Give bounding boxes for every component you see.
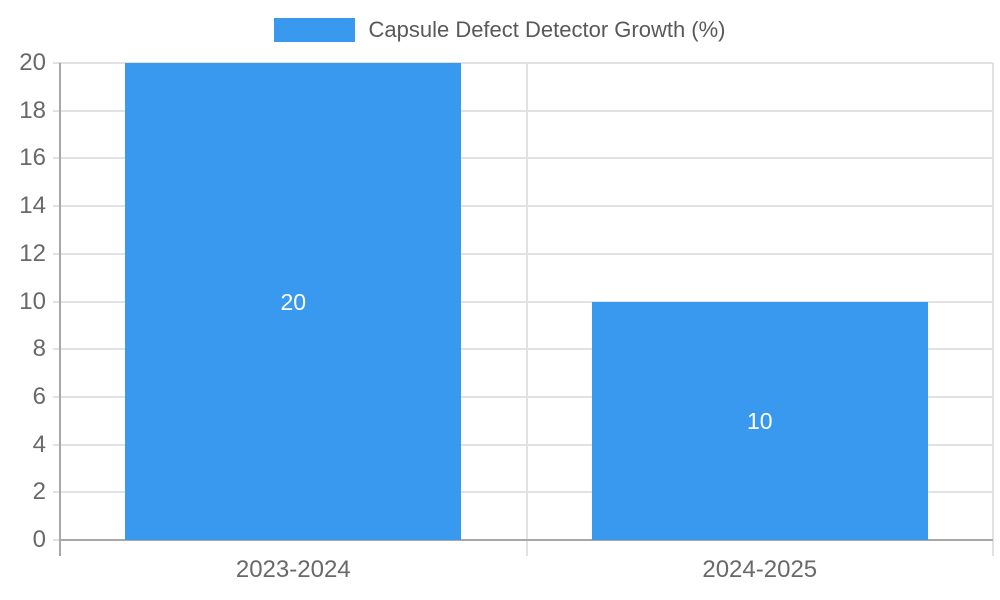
y-gridline	[53, 252, 993, 255]
legend-label: Capsule Defect Detector Growth (%)	[368, 17, 726, 42]
y-tick-label: 20	[19, 49, 46, 76]
y-gridline	[53, 157, 993, 160]
plot-right-border	[992, 63, 994, 556]
y-tick-label: 2	[32, 478, 46, 506]
y-tick-label: 18	[19, 96, 46, 124]
y-tick-label: 16	[19, 144, 46, 172]
y-gridline	[53, 62, 993, 64]
y-tick-label: 4	[32, 430, 46, 458]
bar-data-label: 10	[746, 407, 773, 434]
bar-2023-2024[interactable]: 20	[125, 63, 462, 540]
x-axis-baseline	[60, 539, 993, 541]
y-gridline	[53, 395, 993, 398]
y-gridline	[53, 491, 993, 494]
y-gridline	[53, 539, 60, 541]
legend-swatch	[274, 18, 356, 42]
y-tick-label: 12	[19, 239, 46, 267]
bar-2024-2025[interactable]: 10	[591, 301, 928, 540]
y-tick-label: 14	[19, 192, 46, 220]
x-category-label: 2024-2025	[702, 556, 818, 583]
y-gridline	[53, 443, 993, 446]
y-axis-line	[59, 63, 61, 556]
y-gridline	[53, 109, 993, 112]
category-separator-line	[525, 63, 528, 556]
y-tick-label: 6	[32, 382, 46, 410]
y-tick-label: 0	[32, 526, 46, 553]
bar-data-label: 20	[280, 288, 307, 315]
y-tick-label: 8	[32, 335, 46, 363]
y-gridline	[53, 300, 993, 303]
y-gridline	[53, 205, 993, 208]
y-tick-label: 10	[19, 287, 46, 315]
y-gridline	[53, 348, 993, 351]
legend[interactable]: Capsule Defect Detector Growth (%)	[0, 14, 1000, 46]
x-category-label: 2023-2024	[235, 556, 351, 583]
